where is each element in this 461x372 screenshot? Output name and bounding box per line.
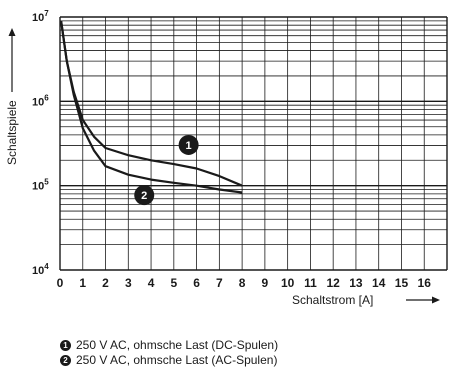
legend-marker-2: 2 xyxy=(60,355,71,366)
legend: 1 250 V AC, ohmsche Last (DC-Spulen) 2 2… xyxy=(60,338,278,368)
x-tick-label: 12 xyxy=(326,276,340,290)
series-line-2 xyxy=(60,20,243,194)
x-tick-label: 14 xyxy=(372,276,386,290)
chart: 12 0 1 2 3 4 5 6 7 8 9 10 11 12 13 14 15 16 104105106107… xyxy=(5,9,448,307)
x-axis-label: Schaltstrom [A] xyxy=(292,293,373,307)
series-marker-label-1: 1 xyxy=(186,140,192,152)
series-marker-2 xyxy=(134,185,155,206)
legend-label-2: 250 V AC, ohmsche Last (AC-Spulen) xyxy=(76,353,278,367)
x-tick-label: 11 xyxy=(304,276,317,290)
series-line-1 xyxy=(60,20,243,187)
x-tick-labels: 0 1 2 3 4 5 6 7 8 9 10 11 12 13 14 15 16 xyxy=(57,276,432,290)
y-axis-arrow-icon xyxy=(8,28,16,36)
y-tick-label: 104 xyxy=(32,262,49,277)
y-tick-label: 106 xyxy=(32,93,49,108)
x-tick-label: 1 xyxy=(79,276,86,290)
x-tick-label: 5 xyxy=(170,276,177,290)
x-tick-label: 16 xyxy=(418,276,432,290)
x-axis-arrow-icon xyxy=(432,296,440,304)
x-tick-label: 7 xyxy=(216,276,223,290)
x-tick-label: 6 xyxy=(193,276,200,290)
x-tick-label: 15 xyxy=(395,276,409,290)
x-tick-label: 10 xyxy=(281,276,295,290)
series-markers: 12 xyxy=(134,134,199,206)
y-tick-label: 105 xyxy=(32,178,49,193)
x-tick-label: 3 xyxy=(125,276,132,290)
grid xyxy=(59,16,448,271)
y-axis-label: Schaltspiele xyxy=(5,100,19,165)
series-marker-label-2: 2 xyxy=(141,190,147,202)
x-tick-label: 13 xyxy=(349,276,363,290)
x-tick-label: 2 xyxy=(102,276,109,290)
y-tick-labels: 104 105 106 107 xyxy=(32,9,49,277)
x-tick-label: 0 xyxy=(57,276,64,290)
legend-label-1: 250 V AC, ohmsche Last (DC-Spulen) xyxy=(76,338,279,352)
series-lines xyxy=(60,20,243,194)
y-tick-label: 107 xyxy=(32,9,49,24)
x-tick-label: 4 xyxy=(148,276,155,290)
x-tick-label: 9 xyxy=(262,276,269,290)
legend-marker-1: 1 xyxy=(60,340,71,351)
legend-item: 1 250 V AC, ohmsche Last (DC-Spulen) xyxy=(60,338,278,353)
legend-item: 2 250 V AC, ohmsche Last (AC-Spulen) xyxy=(60,353,278,368)
x-tick-label: 8 xyxy=(239,276,246,290)
series-marker-1 xyxy=(178,134,199,155)
